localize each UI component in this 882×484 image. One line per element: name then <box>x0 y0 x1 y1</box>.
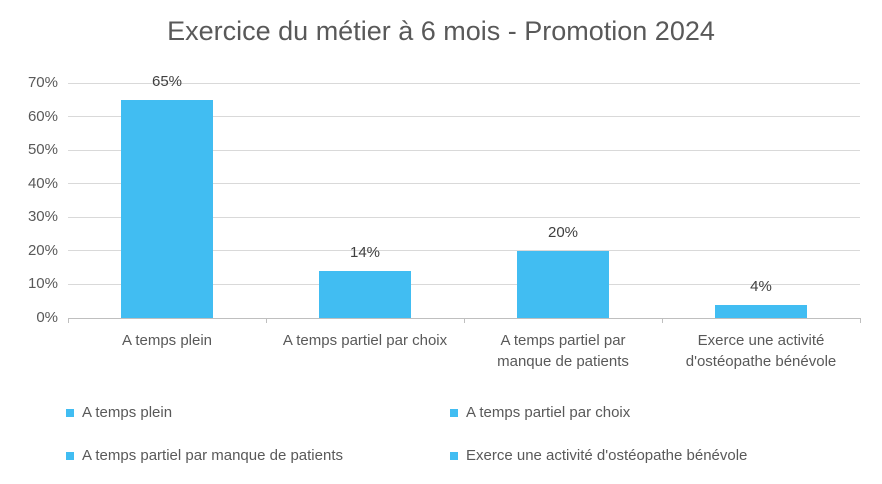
gridline <box>68 183 860 185</box>
legend-marker-icon <box>450 452 458 460</box>
legend-marker-icon <box>66 409 74 417</box>
bar-2 <box>517 251 609 318</box>
x-axis-tick <box>265 318 267 323</box>
legend-item: A temps plein <box>66 404 172 422</box>
y-tick-label: 60% <box>27 107 58 125</box>
legend-label: Exerce une activité d'ostéopathe bénévol… <box>466 447 748 464</box>
y-tick-label: 30% <box>27 208 58 226</box>
legend-item: Exerce une activité d'ostéopathe bénévol… <box>450 447 747 465</box>
legend-item: A temps partiel par choix <box>450 404 630 422</box>
gridline <box>68 149 860 151</box>
x-axis-tick <box>463 318 465 323</box>
bar-value-label: 20% <box>547 224 579 241</box>
x-axis-tick <box>661 318 663 323</box>
legend-marker-icon <box>450 409 458 417</box>
bar-3 <box>715 305 807 318</box>
x-axis-tick <box>859 318 861 323</box>
y-tick-label: 0% <box>36 309 58 326</box>
bar-1 <box>319 271 411 318</box>
chart-title: Exercice du métier à 6 mois - Promotion … <box>167 16 715 46</box>
bar-value-label: 14% <box>349 244 381 261</box>
gridline <box>68 283 860 285</box>
gridline <box>68 216 860 218</box>
x-category-label: A temps plein <box>121 332 213 349</box>
bar-value-label: 65% <box>151 73 183 90</box>
legend-label: A temps plein <box>82 404 173 421</box>
y-tick-label: 50% <box>27 141 58 159</box>
x-category-label: A temps partiel par choix <box>282 332 448 349</box>
y-tick-label: 70% <box>27 74 58 91</box>
legend-label: A temps partiel par choix <box>466 404 631 421</box>
legend-item: A temps partiel par manque de patients <box>66 447 343 465</box>
legend-marker-icon <box>66 452 74 460</box>
gridline <box>68 116 860 118</box>
bar-0 <box>121 100 213 318</box>
x-category-label: Exerce une activité d'ostéopathe bénévol… <box>685 332 837 370</box>
bar-value-label: 4% <box>750 278 772 295</box>
y-tick-label: 40% <box>27 174 58 192</box>
y-tick-label: 20% <box>27 241 58 259</box>
gridline <box>68 82 860 84</box>
plot-area: 65% 14% 20% 4% <box>68 73 860 319</box>
y-tick-label: 10% <box>27 275 58 293</box>
gridline <box>68 250 860 252</box>
x-axis-tick <box>67 318 69 323</box>
x-category-label: A temps partiel par manque de patients <box>497 332 629 370</box>
legend-label: A temps partiel par manque de patients <box>82 447 343 464</box>
